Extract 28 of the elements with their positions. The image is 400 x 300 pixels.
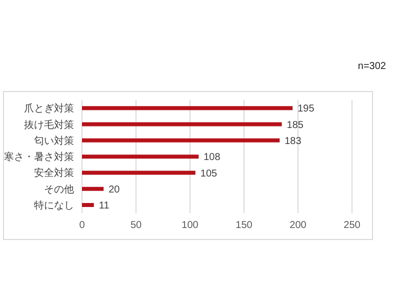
- data-label: 185: [286, 120, 304, 131]
- x-tick-label: 0: [79, 220, 86, 232]
- y-tick-label: 特になし: [34, 199, 74, 212]
- data-label: 11: [98, 200, 110, 212]
- data-label: 108: [204, 152, 221, 164]
- y-tick-label: 抜け毛対策: [24, 118, 74, 131]
- y-tick-label: 匂い対策: [34, 134, 74, 147]
- x-tick-label: 200: [290, 220, 307, 232]
- bar: [82, 122, 282, 126]
- y-tick-label: 安全対策: [34, 167, 74, 180]
- x-tick-label: 250: [344, 220, 361, 232]
- data-label: 195: [298, 104, 315, 115]
- bar: [82, 106, 293, 110]
- data-label: 183: [284, 136, 302, 147]
- x-tick-label: 150: [236, 220, 253, 232]
- y-tick-label: 寒さ・暑さ対策: [4, 151, 74, 164]
- bar: [82, 170, 196, 175]
- y-tick-label: その他: [44, 183, 74, 196]
- y-tick-label: 爪とぎ対策: [24, 102, 74, 115]
- bar: [82, 138, 280, 142]
- data-label: 105: [200, 168, 218, 180]
- data-label: 20: [108, 184, 120, 196]
- text: n=302: [358, 61, 386, 72]
- x-tick-label: 100: [182, 220, 199, 232]
- x-tick-label: 50: [130, 220, 142, 232]
- bar: [82, 154, 199, 159]
- bar: [82, 186, 104, 191]
- bar: [82, 202, 94, 207]
